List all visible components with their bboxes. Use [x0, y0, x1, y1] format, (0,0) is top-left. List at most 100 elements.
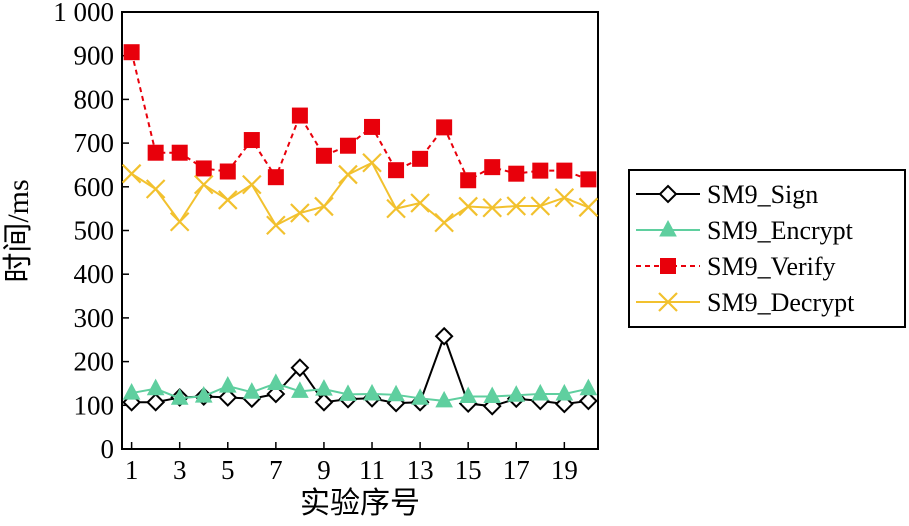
x-tick-label: 19: [551, 455, 578, 485]
y-tick-label: 200: [74, 347, 115, 377]
data-point: [555, 383, 574, 401]
x-tick-label: 5: [221, 455, 235, 485]
legend-marker: [658, 292, 678, 312]
data-point: [291, 381, 309, 398]
data-point: [171, 144, 188, 161]
data-point: [532, 162, 549, 179]
data-point: [339, 137, 356, 154]
data-point: [121, 163, 142, 184]
data-point: [315, 147, 332, 164]
data-point: [146, 378, 165, 396]
data-point: [530, 196, 551, 216]
data-point: [194, 386, 213, 403]
legend: SM9_Sign SM9_Encrypt SM9_Verify SM9_Decrypt: [628, 169, 906, 328]
data-point: [531, 383, 550, 401]
y-tick-label: 100: [74, 390, 115, 420]
y-tick-label: 1 000: [53, 0, 114, 27]
series-SM9_Verify: [123, 44, 597, 189]
data-point: [387, 384, 405, 402]
data-point: [411, 388, 429, 405]
data-point: [169, 211, 190, 232]
legend-marker: [658, 184, 678, 204]
data-point: [508, 165, 525, 182]
x-axis-ticks: 1 3 5 7 9 11 13 15 17 19: [125, 442, 578, 485]
data-point: [386, 198, 406, 219]
legend-label: SM9_Decrypt: [707, 288, 855, 317]
data-point: [267, 169, 284, 186]
data-point: [339, 384, 357, 401]
x-tick-label: 1: [125, 455, 139, 485]
y-tick-label: 900: [74, 41, 115, 71]
data-point: [410, 193, 430, 213]
plot-frame: [121, 11, 599, 450]
data-point: [290, 203, 310, 223]
data-point: [434, 212, 454, 233]
legend-label: SM9_Encrypt: [707, 216, 854, 245]
data-point: [314, 196, 334, 217]
data-point: [435, 390, 453, 408]
data-point: [146, 392, 166, 412]
data-point: [436, 119, 453, 136]
data-point: [145, 179, 166, 199]
series-line: [130, 51, 589, 182]
x-tick-label: 15: [455, 455, 482, 485]
data-point: [483, 386, 502, 404]
data-point: [460, 172, 477, 189]
data-point: [458, 196, 478, 217]
data-point: [556, 162, 573, 179]
data-point: [578, 391, 598, 411]
data-point: [482, 197, 502, 218]
y-axis-ticks: 0 100 200 300 400 500 600 700 800 900 1 000: [53, 0, 129, 464]
data-point: [388, 162, 405, 179]
x-tick-label: 7: [269, 455, 283, 485]
data-point: [218, 376, 237, 393]
data-point: [290, 358, 310, 378]
data-point: [122, 383, 141, 400]
data-point: [243, 132, 260, 149]
y-tick-label: 300: [74, 303, 115, 333]
y-tick-label: 700: [74, 128, 115, 158]
data-point: [315, 379, 333, 396]
data-point: [218, 190, 238, 210]
data-point: [578, 197, 599, 218]
y-tick-label: 800: [74, 84, 115, 114]
data-point: [484, 159, 501, 176]
data-point: [218, 388, 238, 407]
x-tick-label: 3: [173, 455, 187, 485]
data-point: [195, 160, 212, 177]
x-axis-title: 实验序号: [300, 487, 420, 520]
data-point: [363, 383, 381, 401]
data-point: [580, 171, 597, 188]
data-point: [219, 163, 236, 180]
data-point: [242, 382, 261, 399]
data-point: [291, 107, 308, 124]
x-tick-label: 11: [359, 455, 385, 485]
data-point: [364, 118, 381, 135]
data-point: [338, 164, 358, 185]
data-point: [242, 174, 262, 195]
data-point: [193, 174, 214, 195]
data-point: [579, 378, 598, 396]
series-layer: [121, 44, 599, 416]
x-tick-label: 9: [317, 455, 331, 485]
data-point: [507, 385, 526, 402]
legend-marker: [660, 258, 676, 274]
data-point: [362, 152, 382, 173]
data-point: [147, 144, 164, 161]
y-axis-title: 时间/ms: [2, 179, 35, 282]
y-tick-label: 400: [74, 259, 115, 289]
data-point: [314, 392, 334, 412]
series-SM9_Decrypt: [121, 152, 599, 236]
legend-label: SM9_Verify: [707, 252, 836, 281]
x-tick-label: 13: [407, 455, 434, 485]
series-SM9_Sign: [122, 326, 598, 416]
y-tick-label: 500: [74, 216, 115, 246]
data-point: [266, 215, 286, 236]
data-point: [554, 187, 575, 208]
data-point: [506, 196, 527, 216]
data-point: [123, 44, 140, 61]
data-point: [459, 386, 478, 404]
legend-marker: [659, 219, 677, 237]
